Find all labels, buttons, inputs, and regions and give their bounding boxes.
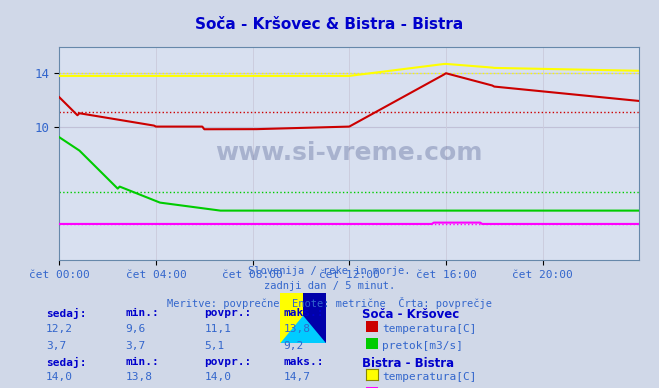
Text: maks.:: maks.: (283, 357, 324, 367)
Text: 9,6: 9,6 (125, 324, 146, 334)
Text: pretok[m3/s]: pretok[m3/s] (382, 341, 463, 352)
Text: 3,7: 3,7 (125, 341, 146, 352)
Text: Bistra - Bistra: Bistra - Bistra (362, 357, 455, 370)
Text: maks.:: maks.: (283, 308, 324, 319)
Text: min.:: min.: (125, 357, 159, 367)
Polygon shape (280, 316, 326, 343)
Text: zadnji dan / 5 minut.: zadnji dan / 5 minut. (264, 281, 395, 291)
Text: povpr.:: povpr.: (204, 357, 252, 367)
Text: sedaj:: sedaj: (46, 308, 86, 319)
Text: Soča - Kršovec & Bistra - Bistra: Soča - Kršovec & Bistra - Bistra (195, 17, 464, 33)
Text: temperatura[C]: temperatura[C] (382, 324, 476, 334)
Text: 14,0: 14,0 (46, 372, 73, 383)
Text: 13,8: 13,8 (283, 324, 310, 334)
Text: temperatura[C]: temperatura[C] (382, 372, 476, 383)
Text: 13,8: 13,8 (125, 372, 152, 383)
Text: povpr.:: povpr.: (204, 308, 252, 319)
Text: 5,1: 5,1 (204, 341, 225, 352)
Text: sedaj:: sedaj: (46, 357, 86, 368)
Text: 3,7: 3,7 (46, 341, 67, 352)
Text: 11,1: 11,1 (204, 324, 231, 334)
Text: Slovenija / reke in morje.: Slovenija / reke in morje. (248, 266, 411, 276)
Text: Meritve: povprečne  Enote: metrične  Črta: povprečje: Meritve: povprečne Enote: metrične Črta:… (167, 297, 492, 309)
Text: 14,0: 14,0 (204, 372, 231, 383)
Text: 9,2: 9,2 (283, 341, 304, 352)
Text: 14,7: 14,7 (283, 372, 310, 383)
Bar (303, 293, 326, 343)
Text: min.:: min.: (125, 308, 159, 319)
Text: Soča - Kršovec: Soča - Kršovec (362, 308, 460, 322)
Text: 12,2: 12,2 (46, 324, 73, 334)
Text: www.si-vreme.com: www.si-vreme.com (215, 141, 483, 165)
Bar (280, 293, 303, 343)
